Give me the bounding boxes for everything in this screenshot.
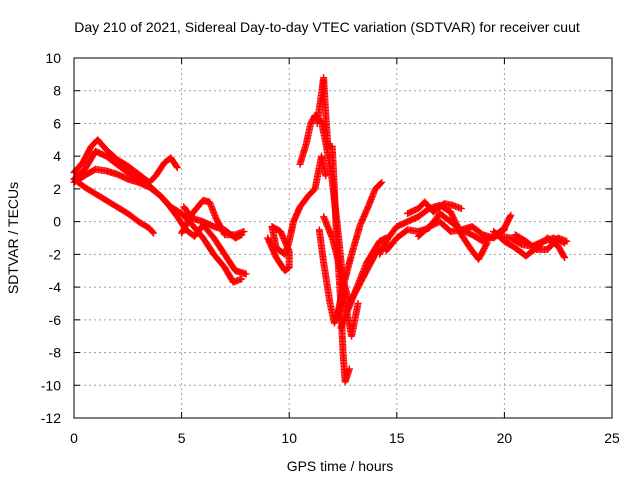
data-point [560, 252, 568, 260]
data-points [70, 74, 571, 386]
x-tick-label: 15 [389, 430, 405, 446]
series-arc-13 [337, 234, 390, 332]
y-tick-label: -4 [49, 279, 62, 295]
y-tick-label: 6 [53, 115, 61, 131]
data-point [457, 205, 465, 213]
data-point [150, 229, 158, 237]
chart-title: Day 210 of 2021, Sidereal Day-to-day VTE… [74, 19, 580, 35]
x-tick-label: 5 [178, 430, 186, 446]
data-point [563, 237, 571, 245]
y-tick-label: -12 [41, 410, 61, 426]
y-tick-label: 8 [53, 83, 61, 99]
x-axis-label: GPS time / hours [287, 458, 394, 474]
data-point [238, 231, 246, 239]
data-point [242, 270, 250, 278]
y-tick-label: -6 [49, 312, 62, 328]
data-point [237, 231, 245, 239]
data-point [173, 164, 181, 172]
data-point [149, 228, 157, 236]
y-tick-label: 4 [53, 148, 61, 164]
x-tick-label: 25 [604, 430, 620, 446]
data-point [561, 254, 569, 262]
y-axis-label: SDTVAR / TECUs [5, 182, 21, 294]
y-tick-label: 10 [45, 50, 61, 66]
y-tick-label: -2 [49, 246, 62, 262]
x-tick-label: 20 [497, 430, 513, 446]
series-arc-7 [264, 152, 330, 275]
data-point [238, 275, 246, 283]
series-arc-4 [70, 175, 158, 237]
data-point [377, 179, 385, 187]
y-tick-label: 2 [53, 181, 61, 197]
series-arc-16 [404, 198, 465, 217]
x-tick-label: 0 [70, 430, 78, 446]
series-arc-20 [511, 231, 571, 253]
data-point [345, 365, 353, 373]
axis-ticks: 0 5 10 15 20 25 -12 -10 -8 -6 -4 -2 0 2 4 6 8 10 [41, 50, 620, 446]
data-point [172, 162, 180, 170]
data-point [378, 178, 386, 186]
y-tick-label: -8 [49, 345, 62, 361]
plot-border [73, 57, 613, 419]
y-tick-label: -10 [41, 377, 61, 393]
series-arc-12 [333, 178, 386, 324]
series-arc-6 [180, 203, 246, 242]
data-point [354, 299, 362, 307]
y-tick-label: 0 [53, 214, 61, 230]
x-tick-label: 10 [281, 430, 297, 446]
data-point [507, 211, 515, 219]
